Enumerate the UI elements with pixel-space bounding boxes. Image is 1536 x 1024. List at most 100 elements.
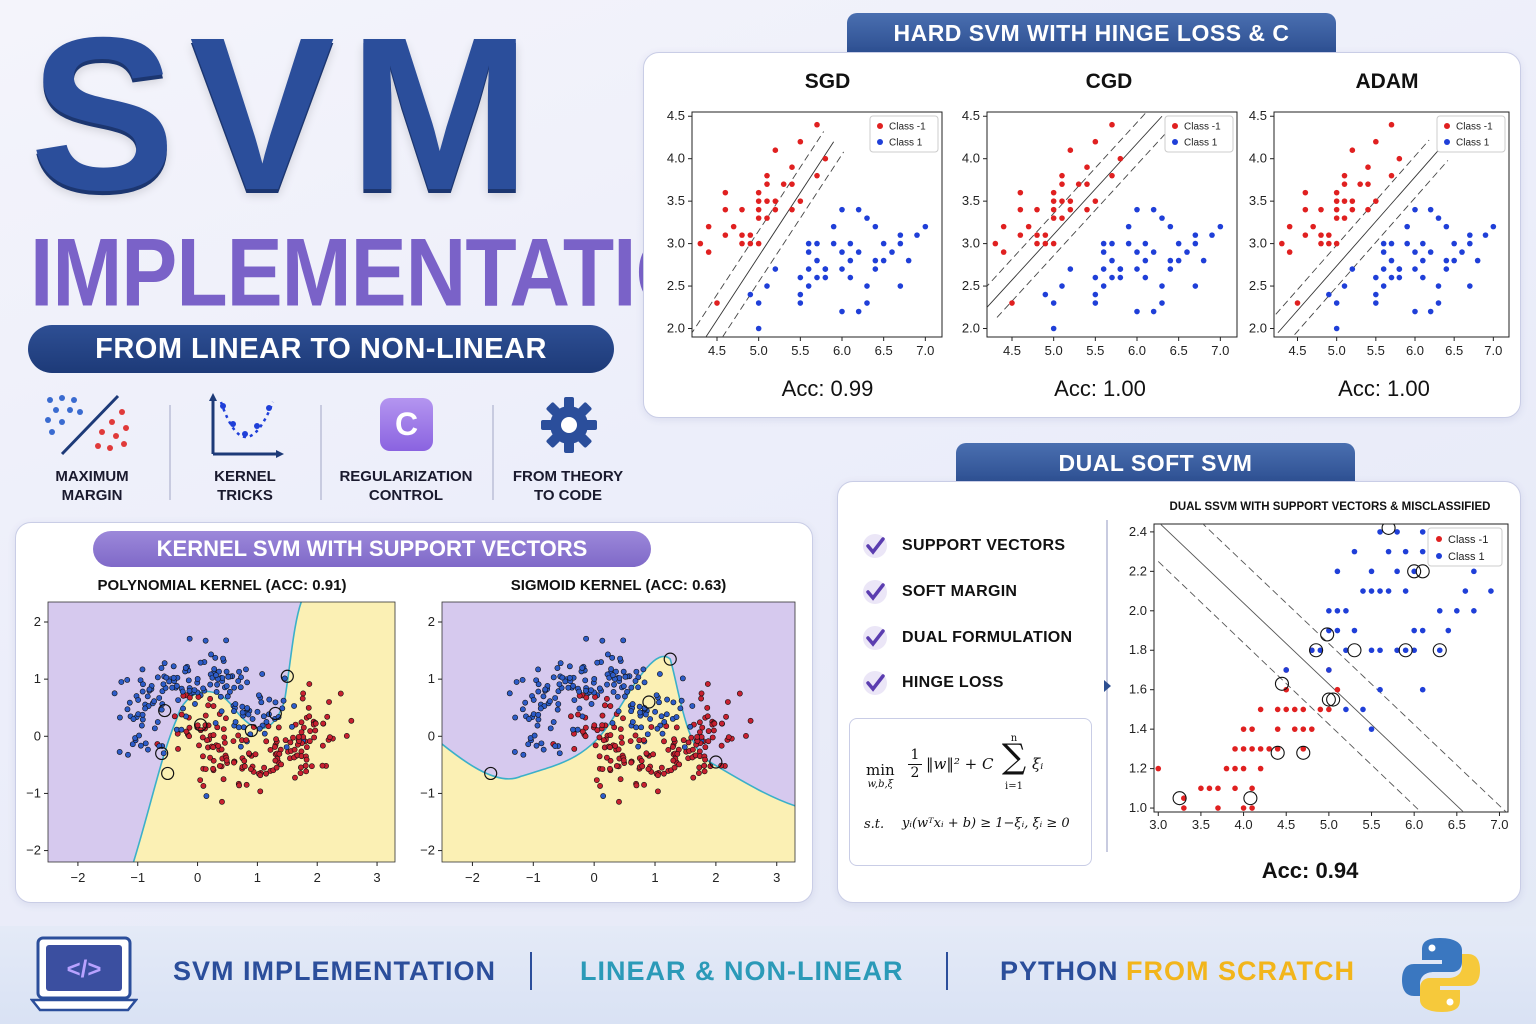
class-neg-point bbox=[1000, 223, 1007, 230]
class-neg-point bbox=[772, 147, 779, 154]
class-neg-point bbox=[272, 757, 279, 764]
class-neg-point bbox=[655, 772, 661, 779]
class-neg-point bbox=[579, 728, 586, 735]
y-tick-label: 0 bbox=[34, 728, 41, 743]
class-neg-point bbox=[1232, 746, 1238, 752]
class-pos-point bbox=[1459, 249, 1465, 255]
class-pos-point bbox=[245, 711, 252, 718]
y-tick-label: 3.0 bbox=[962, 236, 980, 251]
class-neg-point bbox=[705, 728, 712, 734]
class-neg-point bbox=[1059, 172, 1065, 179]
class-pos-point bbox=[847, 240, 854, 247]
adam-plot: 4.5 5.0 5.5 6.0 6.5 7.0 2.0 2.5 3.0 3.5 4.0 4.5 Clas… bbox=[1249, 108, 1510, 358]
class-pos-point bbox=[212, 720, 219, 726]
class-pos-point bbox=[599, 637, 606, 644]
y-tick-label: 1 bbox=[34, 671, 41, 686]
class-pos-point bbox=[1420, 274, 1426, 281]
class-pos-point bbox=[1377, 647, 1383, 654]
margin-line bbox=[1157, 561, 1422, 812]
class-pos-point bbox=[154, 674, 161, 681]
support-vector-ring bbox=[1296, 745, 1311, 760]
legend: Class -1 Class 1 bbox=[1436, 115, 1506, 153]
support-vector-ring bbox=[663, 652, 677, 666]
y-tick-label: −1 bbox=[420, 785, 435, 800]
class-pos-point bbox=[839, 308, 845, 315]
gear-icon bbox=[541, 397, 597, 453]
class-pos-point bbox=[822, 266, 829, 272]
class-pos-point bbox=[636, 703, 643, 710]
legend-label: Class -1 bbox=[889, 122, 926, 133]
class-neg-point bbox=[1326, 706, 1332, 713]
class-pos-point bbox=[1388, 240, 1395, 247]
class-neg-point bbox=[292, 774, 298, 781]
class-neg-point bbox=[658, 764, 665, 771]
class-neg-point bbox=[814, 172, 820, 179]
class-pos-point bbox=[839, 206, 845, 213]
class-neg-point bbox=[205, 702, 212, 709]
y-tick-label: 3.5 bbox=[1249, 193, 1267, 208]
support-vector-ring bbox=[1432, 643, 1447, 658]
class-neg-point bbox=[1215, 805, 1221, 811]
class-neg-point bbox=[298, 719, 305, 726]
legend-label: Class 1 bbox=[1448, 551, 1485, 563]
class-pos-point bbox=[559, 674, 566, 681]
class-pos-point bbox=[266, 696, 273, 703]
support-vector-ring bbox=[1172, 791, 1187, 806]
x-tick-label: 7.0 bbox=[1490, 817, 1508, 832]
class-neg-point bbox=[1286, 223, 1293, 230]
class-pos-point bbox=[687, 723, 694, 730]
class-pos-point bbox=[1467, 232, 1473, 238]
class-neg-point bbox=[327, 734, 333, 741]
x-tick-label: 3 bbox=[773, 870, 780, 885]
class-neg-point bbox=[696, 719, 703, 726]
class-pos-point bbox=[635, 684, 641, 691]
class-neg-point bbox=[1034, 240, 1040, 247]
class-neg-point bbox=[696, 764, 703, 771]
class-pos-point bbox=[1436, 647, 1443, 654]
class-pos-point bbox=[797, 300, 804, 306]
class-pos-point bbox=[608, 666, 614, 672]
class-pos-point bbox=[1192, 240, 1199, 247]
support-vector-ring bbox=[1415, 564, 1430, 579]
class-neg-point bbox=[1249, 785, 1255, 792]
class-pos-point bbox=[1402, 588, 1409, 594]
class-neg-point bbox=[1249, 746, 1255, 752]
class-pos-point bbox=[604, 681, 610, 688]
class-neg-point bbox=[1300, 726, 1307, 732]
class-pos-point bbox=[1092, 291, 1099, 298]
svg-text:</>: </> bbox=[67, 956, 102, 983]
class-neg-point bbox=[1092, 198, 1099, 204]
check-icon bbox=[863, 626, 887, 650]
y-tick-label: 2.0 bbox=[1129, 603, 1147, 618]
class-pos-point bbox=[550, 674, 557, 681]
class-neg-point bbox=[648, 724, 655, 730]
class-pos-point bbox=[161, 660, 168, 667]
class-pos-point bbox=[263, 719, 270, 725]
class-neg-point bbox=[1240, 765, 1247, 772]
class-pos-point bbox=[1334, 568, 1341, 575]
class-neg-point bbox=[747, 240, 754, 247]
class-pos-point bbox=[609, 654, 616, 661]
x-tick-label: 4.5 bbox=[1277, 817, 1295, 832]
class-pos-point bbox=[237, 743, 244, 750]
class-pos-point bbox=[658, 713, 665, 720]
class-pos-point bbox=[628, 708, 635, 715]
class-pos-point bbox=[1394, 529, 1400, 535]
class-neg-point bbox=[697, 729, 703, 735]
class-neg-point bbox=[638, 757, 645, 764]
class-neg-point bbox=[739, 206, 745, 213]
class-pos-point bbox=[522, 699, 529, 706]
class-pos-point bbox=[223, 683, 230, 690]
class-pos-point bbox=[847, 257, 854, 264]
class-neg-point bbox=[235, 732, 242, 739]
class-pos-point bbox=[535, 711, 542, 718]
class-neg-point bbox=[571, 746, 578, 752]
class-pos-point bbox=[609, 672, 616, 679]
class-neg-point bbox=[1302, 189, 1309, 196]
class-neg-point bbox=[196, 742, 202, 749]
class-pos-point bbox=[1482, 232, 1489, 238]
x-tick-label: 5.5 bbox=[1367, 343, 1385, 358]
class-pos-point bbox=[160, 681, 167, 688]
class-neg-point bbox=[305, 704, 312, 711]
check-support-vectors: SUPPORT VECTORS bbox=[862, 533, 1065, 559]
